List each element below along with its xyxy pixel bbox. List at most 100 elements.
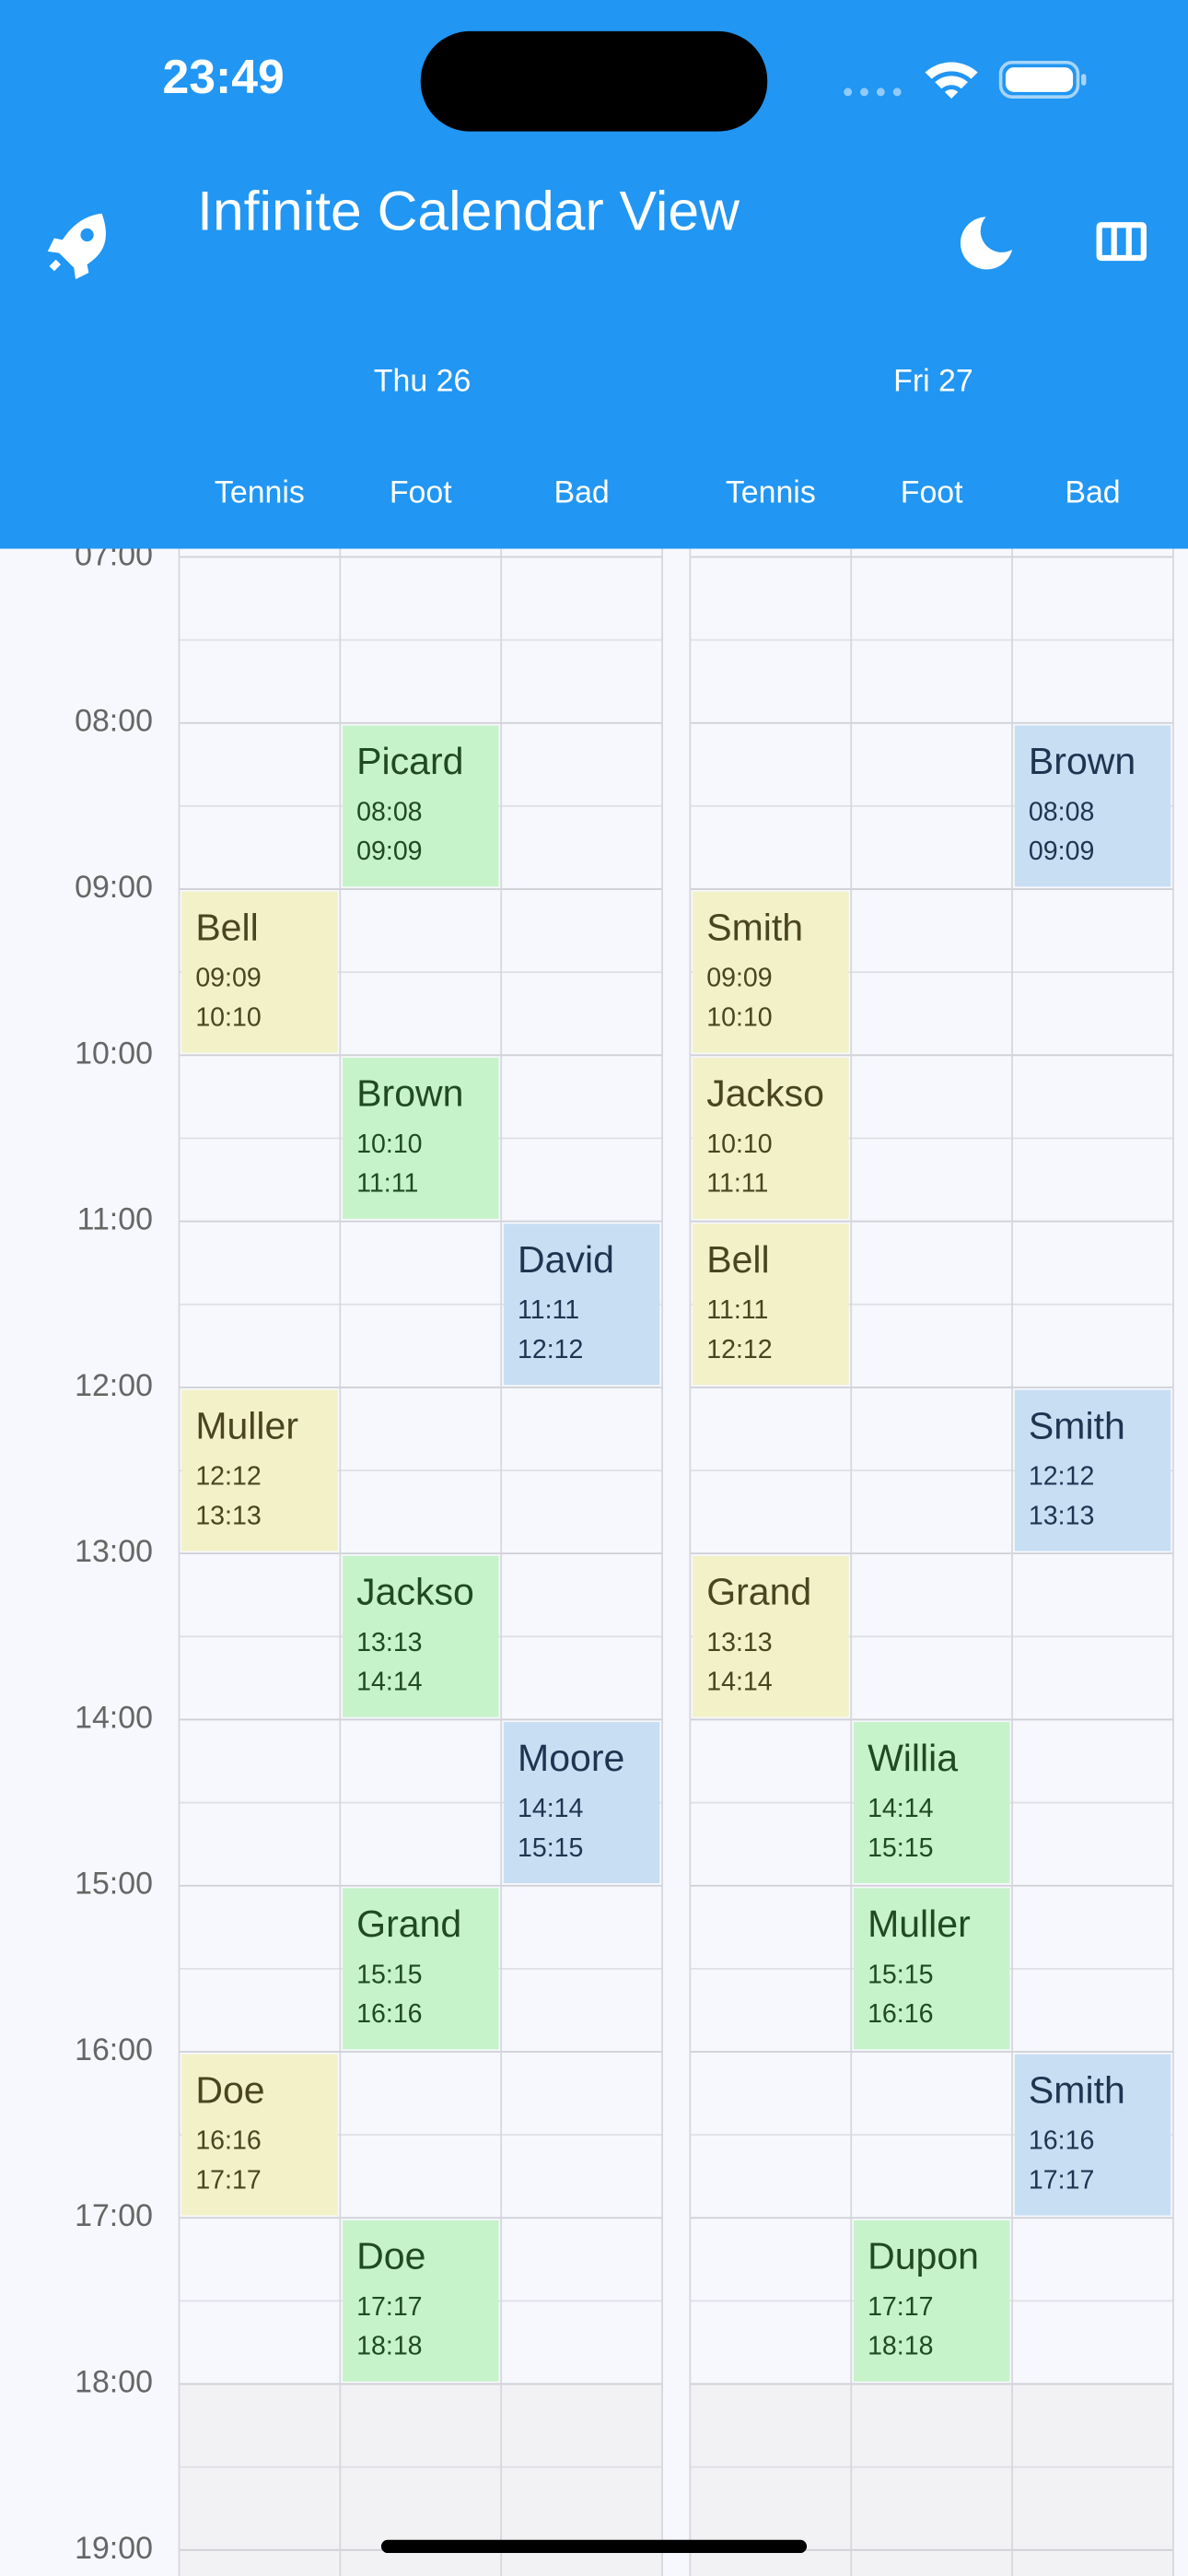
event-start: 08:08 <box>356 797 422 826</box>
event[interactable]: Jackso 10:10 11:11 <box>693 1058 849 1219</box>
column-label: Foot <box>390 475 452 510</box>
event-box <box>343 1888 499 2050</box>
event-box <box>693 1224 849 1386</box>
event[interactable]: Grand 15:15 16:16 <box>343 1888 499 2050</box>
event-start: 11:11 <box>706 1295 768 1325</box>
event-name: Smith <box>1029 2068 1125 2111</box>
event-start: 16:16 <box>195 2126 261 2156</box>
event-name: Muller <box>195 1404 298 1446</box>
hour-label: 11:00 <box>77 1202 153 1237</box>
event[interactable]: Bell 09:09 10:10 <box>181 891 338 1053</box>
event[interactable]: Muller 12:12 13:13 <box>181 1389 338 1551</box>
app-title: Infinite Calendar View <box>197 180 740 242</box>
event-name: Jackso <box>706 1072 824 1115</box>
event-box <box>853 1722 1010 1884</box>
event-name: Muller <box>868 1903 971 1945</box>
event-start: 10:10 <box>356 1130 422 1159</box>
event-box <box>343 725 499 887</box>
event-end: 09:09 <box>356 837 422 866</box>
status-icons <box>844 60 1087 99</box>
event-start: 13:13 <box>356 1628 422 1657</box>
event-name: Smith <box>1029 1404 1125 1446</box>
event[interactable]: Picard 08:08 09:09 <box>343 725 499 887</box>
hour-label: 14:00 <box>75 1700 153 1735</box>
event-end: 14:14 <box>356 1668 423 1697</box>
hour-label: 09:00 <box>75 870 153 905</box>
event[interactable]: Smith 16:16 17:17 <box>1014 2054 1171 2216</box>
event-name: Bell <box>195 906 258 948</box>
event-name: Brown <box>1029 740 1136 782</box>
event-end: 11:11 <box>356 1169 418 1199</box>
event-box <box>181 2054 338 2216</box>
event-box <box>853 1888 1010 2050</box>
event-box <box>1014 725 1171 887</box>
event-start: 09:09 <box>195 964 261 993</box>
day-label: Thu 26 <box>374 363 472 398</box>
hour-label: 13:00 <box>75 1534 153 1569</box>
event-start: 17:17 <box>356 2292 422 2322</box>
event-box <box>343 1058 499 1219</box>
event[interactable]: Brown 10:10 11:11 <box>343 1058 499 1219</box>
event-end: 15:15 <box>518 1833 583 1863</box>
event-end: 16:16 <box>868 1999 933 2029</box>
event-end: 14:14 <box>706 1668 773 1697</box>
event[interactable]: Brown 08:08 09:09 <box>1014 725 1171 887</box>
event-name: Dupon <box>868 2235 979 2277</box>
event-name: Bell <box>706 1238 769 1281</box>
event-name: Willia <box>868 1737 958 1779</box>
event-box <box>1014 2054 1171 2216</box>
event[interactable]: David 11:11 12:12 <box>503 1224 660 1386</box>
event[interactable]: Grand 13:13 14:14 <box>693 1555 849 1717</box>
event-box <box>1014 1389 1171 1551</box>
event[interactable]: Bell 11:11 12:12 <box>693 1224 849 1386</box>
event-end: 13:13 <box>1029 1501 1094 1530</box>
event-start: 12:12 <box>1029 1461 1094 1491</box>
event-box <box>343 2219 499 2382</box>
event[interactable]: Dupon 17:17 18:18 <box>853 2219 1010 2382</box>
view-toggle[interactable] <box>1096 222 1147 262</box>
event-box <box>693 1555 849 1717</box>
event[interactable]: Willia 14:14 15:15 <box>853 1722 1010 1884</box>
hour-label: 19:00 <box>75 2531 153 2566</box>
event-end: 15:15 <box>868 1833 933 1863</box>
day-label: Fri 27 <box>893 363 973 398</box>
event-start: 17:17 <box>868 2292 933 2322</box>
column-label: Foot <box>901 475 963 510</box>
theme-toggle[interactable] <box>960 217 1013 270</box>
event[interactable]: Muller 15:15 16:16 <box>853 1888 1010 2050</box>
column-label: Bad <box>553 475 609 510</box>
hour-label: 17:00 <box>75 2198 153 2233</box>
event[interactable]: Smith 09:09 10:10 <box>693 891 849 1053</box>
event-box <box>181 891 338 1053</box>
event-end: 18:18 <box>868 2332 933 2361</box>
event-end: 10:10 <box>706 1002 772 1032</box>
hour-label: 10:00 <box>75 1036 153 1071</box>
event-end: 12:12 <box>518 1335 583 1364</box>
event-end: 17:17 <box>195 2165 261 2195</box>
event[interactable]: Smith 12:12 13:13 <box>1014 1389 1171 1551</box>
status-time: 23:49 <box>162 50 284 103</box>
event[interactable]: Moore 14:14 15:15 <box>503 1722 660 1884</box>
event-start: 09:09 <box>706 964 772 993</box>
event-name: Grand <box>706 1571 811 1613</box>
rocket-icon[interactable] <box>47 213 106 280</box>
event-box <box>343 1555 499 1717</box>
hour-label: 15:00 <box>75 1867 153 1902</box>
day-headers: Thu 26 Tennis Foot Bad Fri 27 Tennis Foot Bad <box>215 363 1121 509</box>
event[interactable]: Jackso 13:13 14:14 <box>343 1555 499 1717</box>
hour-label: 16:00 <box>75 2032 153 2067</box>
event-name: Jackso <box>356 1571 474 1613</box>
event-name: Smith <box>706 906 803 948</box>
event[interactable]: Doe 16:16 17:17 <box>181 2054 338 2216</box>
column-label: Bad <box>1065 475 1120 510</box>
event-box <box>693 1058 849 1219</box>
event-box <box>181 1389 338 1551</box>
hour-label: 12:00 <box>75 1368 153 1403</box>
event-start: 12:12 <box>195 1461 261 1491</box>
event-name: Brown <box>356 1072 463 1115</box>
event-name: Grand <box>356 1903 461 1945</box>
event-name: Doe <box>356 2235 425 2277</box>
event[interactable]: Doe 17:17 18:18 <box>343 2219 499 2382</box>
